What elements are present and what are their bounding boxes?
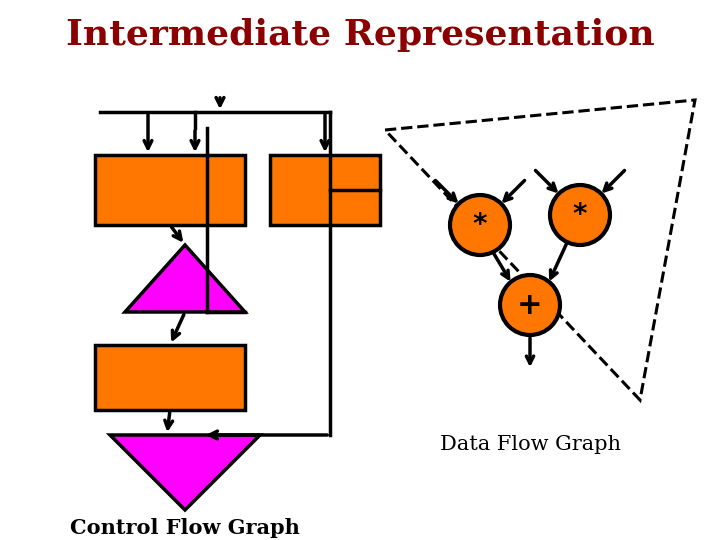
Circle shape bbox=[550, 185, 610, 245]
Text: *: * bbox=[473, 211, 487, 239]
Text: Data Flow Graph: Data Flow Graph bbox=[439, 435, 621, 455]
Text: Intermediate Representation: Intermediate Representation bbox=[66, 18, 654, 52]
Text: +: + bbox=[517, 291, 543, 320]
Circle shape bbox=[500, 275, 560, 335]
Polygon shape bbox=[110, 435, 260, 510]
Circle shape bbox=[450, 195, 510, 255]
Bar bbox=[270, 155, 380, 225]
Bar bbox=[95, 155, 245, 225]
Bar bbox=[95, 345, 245, 410]
Text: *: * bbox=[572, 201, 588, 229]
Polygon shape bbox=[125, 245, 245, 312]
Text: Control Flow Graph: Control Flow Graph bbox=[70, 518, 300, 538]
